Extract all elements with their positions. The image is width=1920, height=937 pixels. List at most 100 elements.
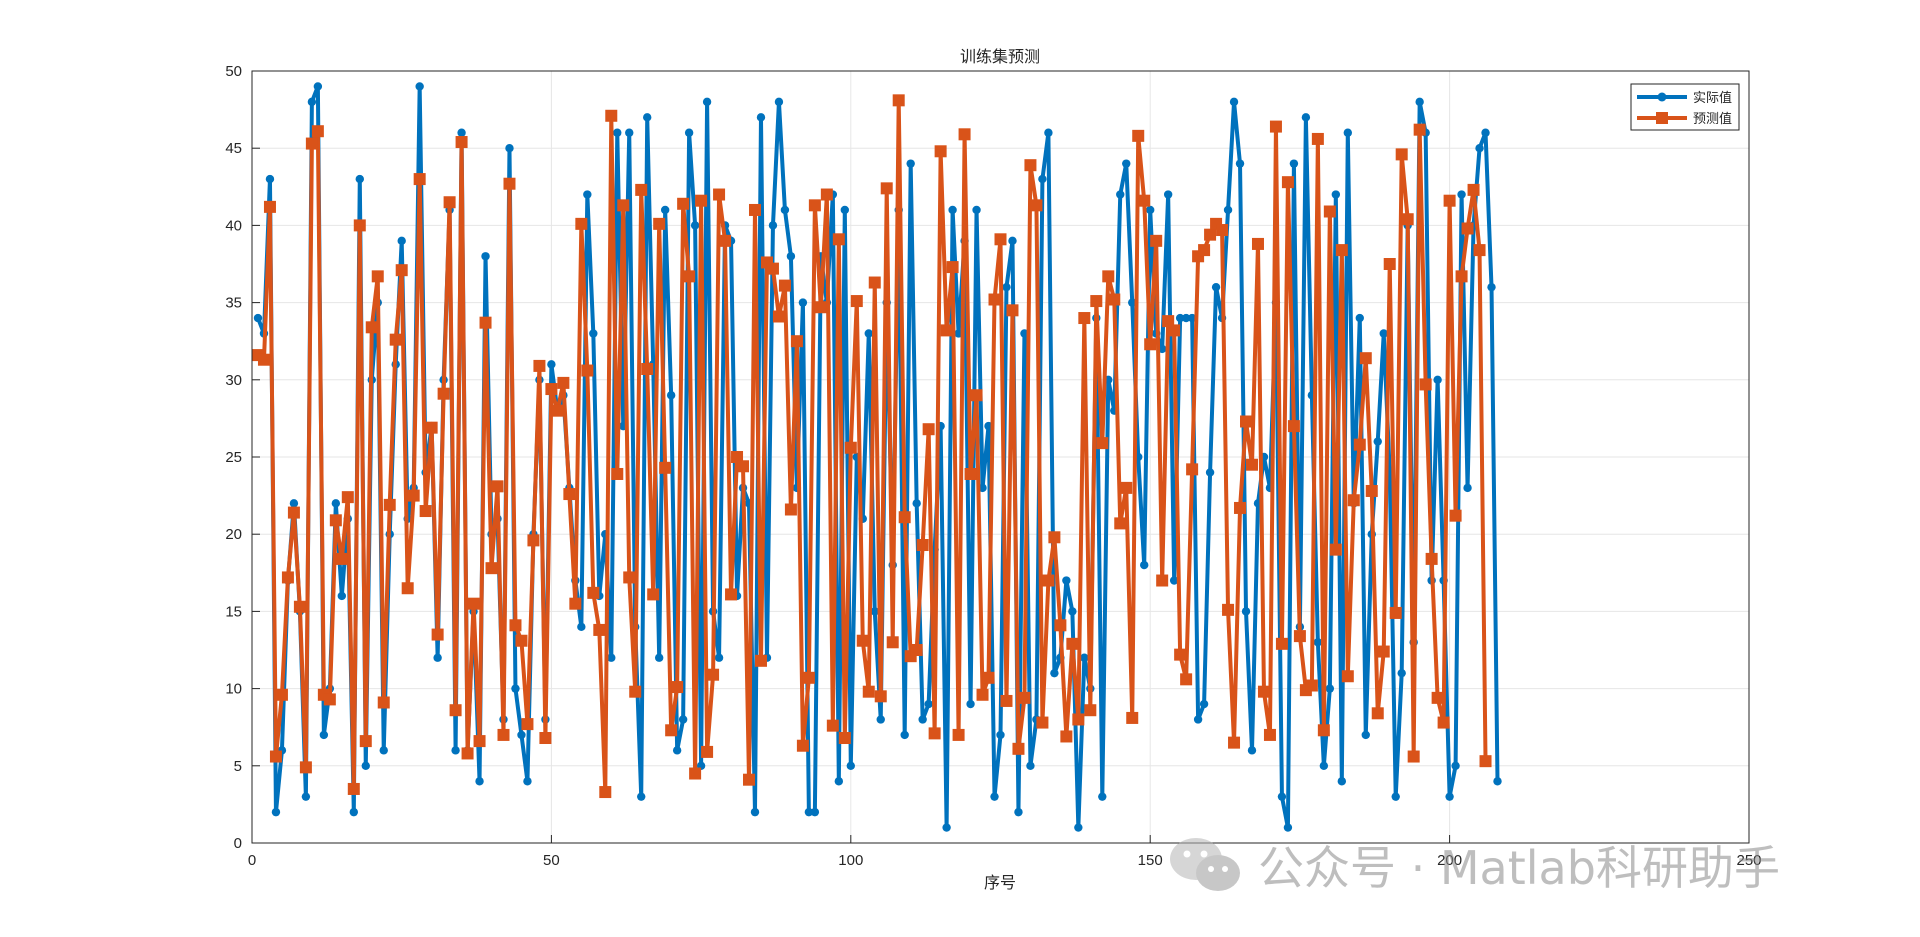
data-point — [1451, 761, 1460, 770]
data-point — [257, 353, 270, 366]
data-point — [966, 699, 975, 709]
data-point — [1301, 113, 1311, 122]
data-point — [880, 182, 893, 195]
data-point — [1247, 746, 1257, 755]
data-point — [1413, 123, 1426, 136]
data-point — [443, 196, 456, 209]
data-point — [617, 199, 630, 212]
data-point — [1163, 190, 1173, 199]
data-point — [1068, 607, 1077, 616]
data-point — [832, 233, 845, 246]
data-point — [323, 693, 336, 706]
data-point — [593, 623, 606, 636]
data-point — [940, 324, 953, 337]
data-point — [349, 807, 358, 817]
data-point — [275, 688, 288, 701]
data-point — [365, 321, 378, 334]
data-point — [1407, 750, 1420, 763]
data-point — [587, 586, 600, 599]
data-point — [635, 183, 648, 196]
data-point — [1313, 638, 1323, 647]
data-point — [1419, 378, 1432, 391]
data-point — [934, 145, 947, 158]
data-point — [1235, 159, 1245, 168]
data-point — [1216, 224, 1229, 237]
data-point — [906, 159, 915, 168]
data-point — [623, 571, 636, 584]
chart-title: 训练集预测 — [960, 47, 1040, 66]
data-point — [575, 217, 588, 230]
data-point — [1036, 716, 1049, 729]
data-point — [509, 619, 522, 632]
data-point — [713, 188, 726, 201]
data-point — [1012, 742, 1025, 755]
data-point — [1090, 295, 1103, 308]
data-point — [625, 128, 634, 137]
data-point — [948, 205, 957, 215]
data-point — [1108, 293, 1121, 306]
data-point — [1433, 375, 1442, 384]
y-tick-label: 20 — [225, 526, 242, 543]
data-point — [1234, 501, 1247, 514]
x-tick-label: 250 — [1736, 852, 1761, 869]
data-point — [491, 480, 504, 493]
y-tick-label: 25 — [225, 449, 242, 466]
y-tick-label: 15 — [225, 603, 242, 620]
data-point — [856, 634, 869, 647]
data-point — [683, 270, 696, 283]
data-point — [1353, 438, 1366, 451]
x-axis-title: 序号 — [984, 873, 1016, 892]
data-point — [307, 97, 317, 107]
data-point — [1449, 509, 1462, 522]
data-point — [1461, 222, 1474, 235]
data-point — [1193, 715, 1203, 724]
data-point — [1042, 574, 1055, 587]
data-point — [1343, 128, 1353, 137]
y-tick-label: 0 — [234, 835, 242, 852]
data-point — [1222, 603, 1235, 616]
data-point — [786, 252, 796, 261]
data-point — [916, 539, 929, 552]
data-point — [820, 188, 833, 201]
data-point — [654, 653, 664, 662]
x-tick-label: 150 — [1138, 852, 1163, 869]
data-point — [1445, 792, 1454, 801]
data-point — [1311, 132, 1324, 145]
data-point — [1128, 298, 1137, 307]
data-point — [461, 747, 474, 760]
data-point — [1457, 190, 1466, 199]
data-point — [1156, 574, 1169, 587]
data-point — [1181, 313, 1191, 323]
legend-marker-actual — [1657, 92, 1667, 102]
legend-label-predicted: 预测值 — [1693, 111, 1732, 127]
data-point — [305, 137, 318, 150]
data-point — [485, 562, 498, 575]
legend-marker-predicted — [1656, 112, 1668, 124]
data-point — [1080, 653, 1089, 662]
data-point — [719, 234, 732, 247]
data-point — [311, 125, 324, 138]
data-point — [796, 739, 809, 752]
data-point — [1251, 237, 1264, 250]
data-point — [862, 685, 875, 698]
y-tick-label: 35 — [225, 295, 242, 312]
data-point — [533, 359, 546, 372]
data-point — [748, 203, 761, 216]
data-point — [768, 221, 778, 230]
data-point — [976, 688, 989, 701]
data-point — [263, 200, 276, 213]
x-tick-label: 0 — [248, 852, 256, 869]
data-point — [666, 391, 676, 400]
data-point — [1072, 713, 1085, 726]
data-point — [337, 591, 347, 601]
data-point — [431, 628, 444, 641]
data-point — [1389, 606, 1402, 619]
data-point — [964, 467, 977, 480]
data-point — [517, 730, 526, 740]
data-point — [269, 750, 282, 763]
data-point — [1283, 823, 1293, 832]
data-point — [599, 786, 612, 799]
data-point — [958, 128, 971, 141]
data-point — [577, 622, 586, 632]
data-point — [451, 746, 460, 755]
